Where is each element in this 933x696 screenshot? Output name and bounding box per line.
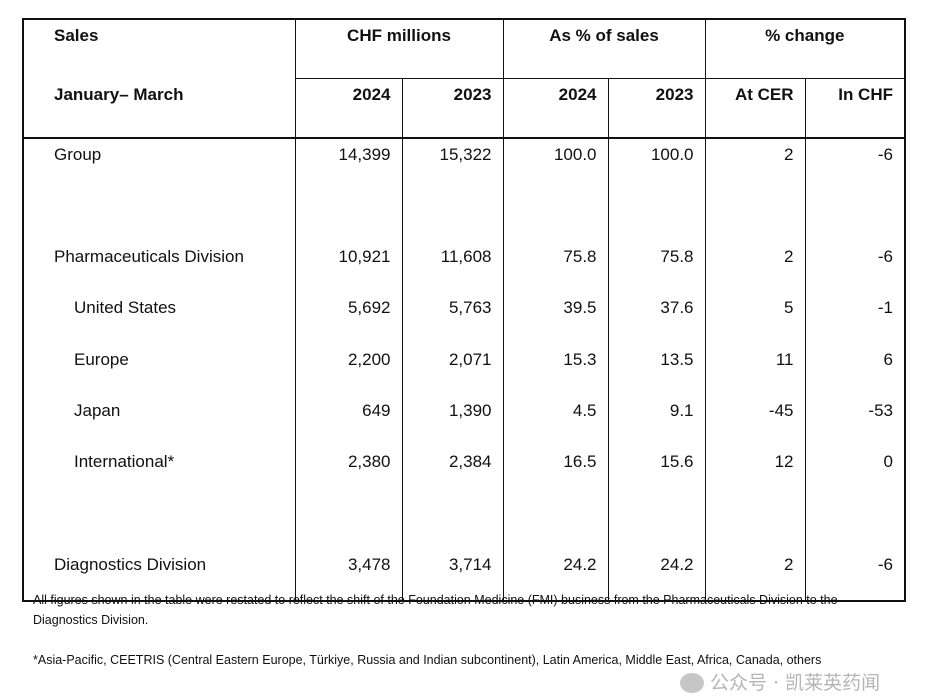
- cell-value: [804, 189, 906, 241]
- cell-value: 649: [294, 394, 403, 447]
- row-label: Pharmaceuticals Division: [22, 240, 296, 293]
- cell-value: [401, 189, 504, 241]
- cell-value: 10,921: [294, 240, 403, 293]
- cell-value: 11,608: [401, 240, 504, 293]
- cell-value: 39.5: [502, 292, 609, 344]
- cell-value: [502, 497, 609, 550]
- cell-value: 24.2: [607, 549, 706, 601]
- header-col: At CER: [704, 78, 806, 139]
- cell-value: 9.1: [607, 394, 706, 447]
- cell-value: 75.8: [607, 240, 706, 293]
- row-label: Group: [22, 138, 296, 190]
- header-row-columns: January– March 2024 2023 2024 2023 At CE…: [22, 78, 906, 139]
- cell-value: 5,692: [294, 292, 403, 344]
- header-col: 2024: [294, 78, 403, 139]
- cell-value: 3,714: [401, 549, 504, 601]
- cell-value: 37.6: [607, 292, 706, 344]
- wechat-icon: [680, 673, 704, 693]
- row-label: International*: [22, 446, 296, 498]
- header-period: January– March: [22, 78, 296, 139]
- cell-value: 5: [704, 292, 806, 344]
- cell-value: -6: [804, 138, 906, 190]
- cell-value: [502, 189, 609, 241]
- cell-value: [401, 497, 504, 550]
- header-sales: Sales: [22, 19, 296, 79]
- row-label: Japan: [22, 394, 296, 447]
- cell-value: 15,322: [401, 138, 504, 190]
- footnote: *Asia-Pacific, CEETRIS (Central Eastern …: [33, 653, 822, 667]
- table-notes: All figures shown in the table were rest…: [33, 590, 893, 670]
- row-label: United States: [22, 292, 296, 344]
- cell-value: 15.6: [607, 446, 706, 498]
- table-row: Japan 649 1,390 4.5 9.1 -45 -53: [22, 394, 906, 447]
- cell-value: -6: [804, 549, 906, 601]
- table-row: [22, 497, 906, 550]
- table-row: Pharmaceuticals Division 10,921 11,608 75.8…: [22, 240, 906, 293]
- cell-value: [804, 497, 906, 550]
- header-col: 2023: [607, 78, 706, 139]
- table-row: International* 2,380 2,384 16.5 15.6 12 0: [22, 446, 906, 498]
- table-row: Group 14,399 15,322 100.0 100.0 2 -6: [22, 138, 906, 190]
- cell-value: [294, 497, 403, 550]
- cell-value: 11: [704, 343, 806, 395]
- cell-value: 1,390: [401, 394, 504, 447]
- watermark-text: 公众号 · 凯莱英药闻: [710, 672, 881, 694]
- cell-value: 100.0: [607, 138, 706, 190]
- header-col: 2023: [401, 78, 504, 139]
- header-chf-millions: CHF millions: [294, 19, 504, 79]
- row-label: [22, 497, 296, 550]
- cell-value: [607, 189, 706, 241]
- cell-value: [607, 497, 706, 550]
- cell-value: 0: [804, 446, 906, 498]
- cell-value: -53: [804, 394, 906, 447]
- cell-value: 13.5: [607, 343, 706, 395]
- table-row: United States 5,692 5,763 39.5 37.6 5 -1: [22, 292, 906, 344]
- table-row: Diagnostics Division 3,478 3,714 24.2 24.2 2-…: [22, 549, 906, 601]
- sales-table: Sales CHF millions As % of sales % chang…: [22, 18, 906, 602]
- cell-value: [704, 189, 806, 241]
- header-pct-change: % change: [704, 19, 906, 79]
- header-pct-of-sales: As % of sales: [502, 19, 706, 79]
- restatement-note: All figures shown in the table were rest…: [33, 593, 838, 627]
- cell-value: 2,200: [294, 343, 403, 395]
- cell-value: -6: [804, 240, 906, 293]
- cell-value: 4.5: [502, 394, 609, 447]
- cell-value: 12: [704, 446, 806, 498]
- cell-value: 16.5: [502, 446, 609, 498]
- header-col: In CHF: [804, 78, 906, 139]
- header-row-groups: Sales CHF millions As % of sales % chang…: [22, 19, 906, 79]
- cell-value: -1: [804, 292, 906, 344]
- cell-value: 2: [704, 549, 806, 601]
- table-row: [22, 189, 906, 241]
- cell-value: 2,071: [401, 343, 504, 395]
- table-row: Europe 2,200 2,071 15.3 13.5 11 6: [22, 343, 906, 395]
- cell-value: 15.3: [502, 343, 609, 395]
- cell-value: 6: [804, 343, 906, 395]
- cell-value: 5,763: [401, 292, 504, 344]
- cell-value: 2,380: [294, 446, 403, 498]
- cell-value: [294, 189, 403, 241]
- cell-value: 14,399: [294, 138, 403, 190]
- cell-value: 2,384: [401, 446, 504, 498]
- cell-value: 2: [704, 240, 806, 293]
- cell-value: [704, 497, 806, 550]
- row-label: Diagnostics Division: [22, 549, 296, 601]
- cell-value: 2: [704, 138, 806, 190]
- watermark: 公众号 · 凯莱英药闻: [680, 671, 880, 695]
- row-label: [22, 189, 296, 241]
- cell-value: 24.2: [502, 549, 609, 601]
- cell-value: 100.0: [502, 138, 609, 190]
- header-col: 2024: [502, 78, 609, 139]
- cell-value: -45: [704, 394, 806, 447]
- row-label: Europe: [22, 343, 296, 395]
- cell-value: 75.8: [502, 240, 609, 293]
